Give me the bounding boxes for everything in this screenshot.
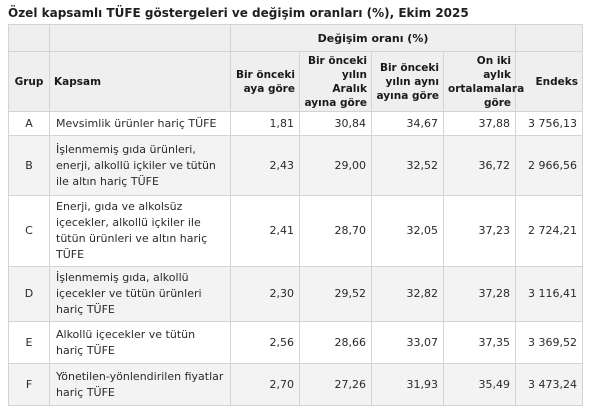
cell-aya-gore: 2,43 [230, 135, 300, 196]
header-ayni-ayina-gore: Bir önceki yılın aynı ayına göre [371, 51, 444, 112]
cell-kapsam: Alkollü içecekler ve tütün hariç TÜFE [49, 321, 231, 364]
cell-aralik: 30,84 [299, 111, 372, 136]
cell-ayni-ay: 34,67 [371, 111, 444, 136]
cell-kapsam: Enerji, gıda ve alkolsüz içecekler, alko… [49, 195, 231, 267]
table-row: D İşlenmemiş gıda, alkollü içecekler ve … [8, 266, 584, 322]
cell-on-iki: 37,23 [442, 195, 517, 267]
cell-kapsam: Yönetilen-yönlendirilen fiyatlar hariç T… [49, 363, 231, 406]
header-ayni-line: Bir önceki [379, 61, 439, 74]
cell-grup: C [8, 195, 50, 267]
cell-aya-gore: 1,81 [230, 111, 300, 136]
cell-endeks: 3 473,24 [515, 363, 584, 406]
header-ayni-line: ayına göre [376, 89, 439, 102]
header-on-iki-line: göre [483, 96, 512, 109]
cell-aya-gore: 2,41 [230, 195, 300, 267]
header-on-iki-aylik: On iki aylık ortalamalara göre [442, 51, 525, 112]
cell-endeks: 3 756,13 [515, 111, 584, 136]
header-aralik-ayina-gore: Bir önceki yılın Aralık ayına göre [299, 51, 372, 112]
table-row: F Yönetilen-yönlendirilen fiyatlar hariç… [8, 363, 584, 406]
cell-on-iki: 35,49 [442, 363, 517, 406]
cell-endeks: 3 369,52 [515, 321, 584, 364]
cell-kapsam: İşlenmemiş gıda, alkollü içecekler ve tü… [49, 266, 231, 322]
cell-grup: F [8, 363, 50, 406]
header-aya-gore: Bir önceki aya göre [230, 51, 300, 112]
cell-kapsam: Mevsimlik ürünler hariç TÜFE [49, 111, 231, 136]
table-row: E Alkollü içecekler ve tütün hariç TÜFE … [8, 321, 584, 364]
table-row: C Enerji, gıda ve alkolsüz içecekler, al… [8, 195, 584, 267]
header-row-group: Değişim oranı (%) [8, 24, 584, 52]
header-on-iki-line: On iki aylık [476, 54, 512, 81]
cell-aralik: 28,66 [299, 321, 372, 364]
cell-aralik: 29,00 [299, 135, 372, 196]
table-row: B İşlenmemiş gıda ürünleri, enerji, alko… [8, 135, 584, 196]
header-row-columns: Grup Kapsam Bir önceki aya göre Bir önce… [8, 51, 584, 112]
header-aralik-line: Bir önceki [307, 54, 367, 67]
header-blank-grup [8, 24, 50, 52]
cell-aya-gore: 2,30 [230, 266, 300, 322]
cell-aralik: 29,52 [299, 266, 372, 322]
header-degisim-orani: Değişim oranı (%) [229, 24, 517, 52]
cell-aralik: 27,26 [299, 363, 372, 406]
header-endeks: Endeks [515, 51, 584, 112]
header-aralik-line: ayına göre [304, 96, 367, 109]
header-ayni-line: yılın aynı [385, 75, 439, 88]
header-blank-kapsam [49, 24, 231, 52]
cell-grup: B [8, 135, 50, 196]
cell-grup: D [8, 266, 50, 322]
cell-endeks: 2 966,56 [515, 135, 584, 196]
table-title: Özel kapsamlı TÜFE göstergeleri ve değiş… [8, 6, 469, 20]
cell-aya-gore: 2,56 [230, 321, 300, 364]
cell-grup: E [8, 321, 50, 364]
cell-ayni-ay: 31,93 [371, 363, 444, 406]
cell-on-iki: 37,88 [442, 111, 517, 136]
header-grup: Grup [8, 51, 50, 112]
header-aya-gore-line: aya göre [243, 82, 295, 95]
cell-ayni-ay: 32,05 [371, 195, 444, 267]
table-row: A Mevsimlik ürünler hariç TÜFE 1,81 30,8… [8, 111, 584, 136]
header-aya-gore-line: Bir önceki [235, 68, 295, 81]
header-blank-endeks [515, 24, 584, 52]
cell-on-iki: 37,35 [442, 321, 517, 364]
cell-grup: A [8, 111, 50, 136]
cell-ayni-ay: 32,82 [371, 266, 444, 322]
cell-ayni-ay: 33,07 [371, 321, 444, 364]
header-on-iki-line: ortalamalara [448, 82, 525, 95]
cell-ayni-ay: 32,52 [371, 135, 444, 196]
cell-endeks: 2 724,21 [515, 195, 584, 267]
cell-on-iki: 36,72 [442, 135, 517, 196]
cell-kapsam: İşlenmemiş gıda ürünleri, enerji, alkoll… [49, 135, 231, 196]
cell-endeks: 3 116,41 [515, 266, 584, 322]
cell-aya-gore: 2,70 [230, 363, 300, 406]
cpi-table: Değişim oranı (%) Grup Kapsam Bir önceki… [8, 24, 584, 406]
cell-aralik: 28,70 [299, 195, 372, 267]
header-aralik-line: yılın Aralık [332, 68, 367, 95]
header-kapsam: Kapsam [49, 51, 231, 112]
cell-on-iki: 37,28 [442, 266, 517, 322]
